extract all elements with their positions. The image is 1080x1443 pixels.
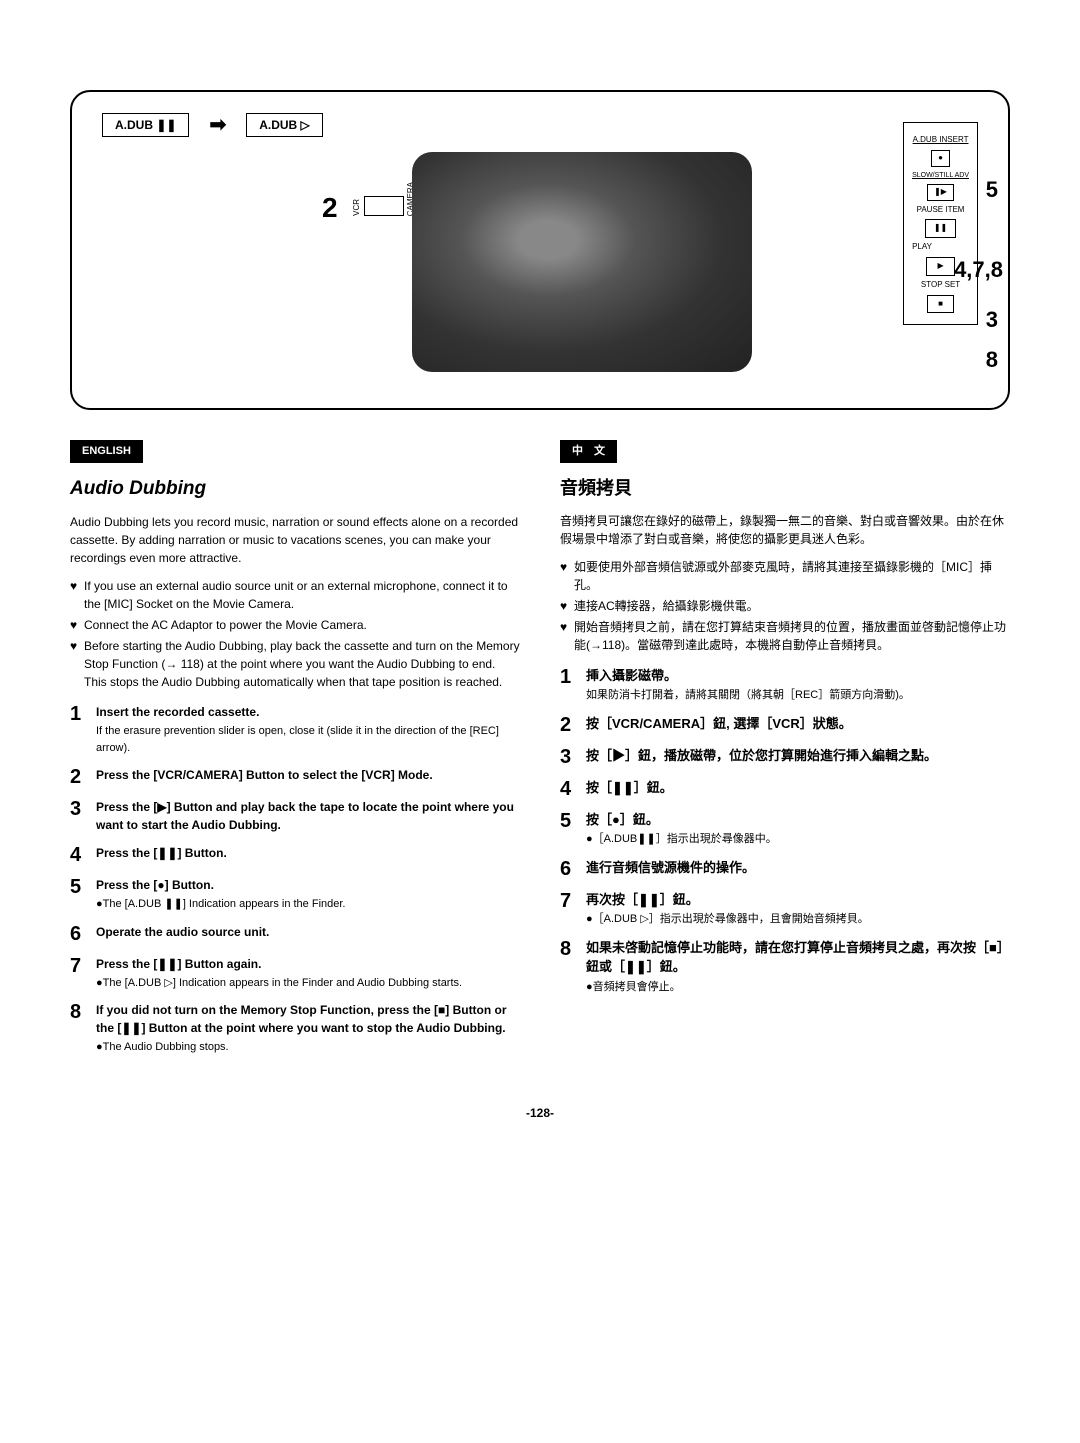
- bullet-marker: ♥: [560, 618, 574, 654]
- step-num: 5: [70, 876, 96, 913]
- panel-pause-item: PAUSE ITEM: [912, 204, 969, 217]
- panel-adub-insert: A.DUB INSERT: [912, 134, 969, 147]
- switch-vcr-label: VCR: [352, 199, 361, 216]
- en-step-8-title: If you did not turn on the Memory Stop F…: [96, 1001, 520, 1037]
- chinese-bullet-1: 如要使用外部音頻信號源或外部麥克風時，請將其連接至攝錄影機的［MIC］挿孔。: [574, 558, 1010, 594]
- cn-step-3-title: 按［▶］鈕，播放磁帶，位於您打算開始進行挿入編輯之點。: [586, 746, 1010, 766]
- bullet-marker: ♥: [70, 577, 84, 613]
- bullet-marker: ♥: [70, 616, 84, 634]
- cn-step-1-sub: 如果防消卡打開着，請將其關閉（將其朝［REC］箭頭方向滑動)。: [586, 687, 1010, 704]
- chinese-bullet-3: 開始音頻拷貝之前，請在您打算結束音頻拷貝的位置，播放畫面並啓動記憶停止功能(→1…: [574, 618, 1010, 654]
- en-step-1-sub: If the erasure prevention slider is open…: [96, 723, 520, 756]
- en-step-5-sub: ●The [A.DUB ❚❚] Indication appears in th…: [96, 896, 520, 913]
- panel-pause-btn: ❚❚: [925, 219, 956, 238]
- step-num: 7: [70, 955, 96, 992]
- chinese-steps: 1挿入攝影磁帶。如果防消卡打開着，請將其關閉（將其朝［REC］箭頭方向滑動)。 …: [560, 666, 1010, 996]
- en-step-1-title: Insert the recorded cassette.: [96, 703, 520, 721]
- switch-track: [364, 196, 404, 216]
- english-title: Audio Dubbing: [70, 475, 520, 504]
- callout-5: 5: [986, 177, 998, 203]
- chinese-badge: 中 文: [560, 440, 617, 463]
- remote-panel: A.DUB INSERT ● SLOW/STILL ADV ❚▶ PAUSE I…: [903, 122, 978, 325]
- english-bullet-3: Before starting the Audio Dubbing, play …: [84, 637, 520, 691]
- content-columns: ENGLISH Audio Dubbing Audio Dubbing lets…: [70, 440, 1010, 1066]
- adub-play-label: A.DUB ▷: [246, 113, 323, 137]
- cn-step-7-title: 再次按［❚❚］鈕。: [586, 890, 1010, 910]
- cn-step-1-title: 挿入攝影磁帶。: [586, 666, 1010, 686]
- en-step-4-title: Press the [❚❚] Button.: [96, 844, 520, 862]
- step-num: 5: [560, 810, 586, 848]
- en-step-2-title: Press the [VCR/CAMERA] Button to select …: [96, 766, 520, 784]
- cn-step-5-sub: ●［A.DUB❚❚］指示出現於尋像器中。: [586, 831, 1010, 848]
- step-num: 7: [560, 890, 586, 928]
- bullet-marker: ♥: [560, 558, 574, 594]
- step-num: 1: [560, 666, 586, 704]
- chinese-column: 中 文 音頻拷貝 音頻拷貝可讓您在錄好的磁帶上，錄製獨一無二的音樂、對白或音響效…: [560, 440, 1010, 1066]
- en-step-6-title: Operate the audio source unit.: [96, 923, 520, 941]
- step-num: 6: [560, 858, 586, 880]
- step-num: 2: [560, 714, 586, 736]
- chinese-title: 音頻拷貝: [560, 475, 1010, 502]
- vcr-camera-switch: VCR CAMERA: [352, 182, 415, 218]
- cn-step-4-title: 按［❚❚］鈕。: [586, 778, 1010, 798]
- step-num: 3: [70, 798, 96, 834]
- english-bullet-2: Connect the AC Adaptor to power the Movi…: [84, 616, 367, 634]
- step-num: 2: [70, 766, 96, 788]
- step-num: 4: [70, 844, 96, 866]
- callout-2: 2: [322, 192, 338, 224]
- panel-play-btn: ▶: [926, 257, 954, 276]
- cn-step-7-sub: ●［A.DUB ▷］指示出現於尋像器中，且會開始音頻拷貝。: [586, 911, 1010, 928]
- step-num: 3: [560, 746, 586, 768]
- step-num: 4: [560, 778, 586, 800]
- adub-pause-label: A.DUB ❚❚: [102, 113, 189, 137]
- callout-8: 8: [986, 347, 998, 373]
- chinese-bullets: ♥如要使用外部音頻信號源或外部麥克風時，請將其連接至攝錄影機的［MIC］挿孔。 …: [560, 558, 1010, 654]
- chinese-intro: 音頻拷貝可讓您在錄好的磁帶上，錄製獨一無二的音樂、對白或音響效果。由於在休假場景…: [560, 512, 1010, 548]
- english-badge: ENGLISH: [70, 440, 143, 463]
- step-num: 8: [560, 938, 586, 996]
- en-step-7-sub: ●The [A.DUB ▷] Indication appears in the…: [96, 975, 520, 992]
- english-bullets: ♥If you use an external audio source uni…: [70, 577, 520, 691]
- cn-step-8-title: 如果未啓動記憶停止功能時，請在您打算停止音頻拷貝之處，再次按［■］鈕或［❚❚］鈕…: [586, 938, 1010, 977]
- panel-record-btn: ●: [931, 150, 950, 167]
- bullet-marker: ♥: [70, 637, 84, 691]
- en-step-8-sub: ●The Audio Dubbing stops.: [96, 1039, 520, 1056]
- step-num: 6: [70, 923, 96, 945]
- callout-4-7-8: 4,7,8: [954, 257, 1003, 283]
- callout-3: 3: [986, 307, 998, 333]
- cn-step-8-sub: ●音頻拷貝會停止。: [586, 979, 1010, 996]
- en-step-7-title: Press the [❚❚] Button again.: [96, 955, 520, 973]
- step-num: 8: [70, 1001, 96, 1056]
- figure-frame: A.DUB ❚❚ ➡ A.DUB ▷ 2 VCR CAMERA A.DUB IN…: [70, 90, 1010, 410]
- panel-slow-still: SLOW/STILL ADV: [912, 170, 969, 181]
- bullet-marker: ♥: [560, 597, 574, 615]
- en-step-3-title: Press the [▶] Button and play back the t…: [96, 798, 520, 834]
- cn-step-2-title: 按［VCR/CAMERA］鈕, 選擇［VCR］狀態。: [586, 714, 1010, 734]
- chinese-bullet-2: 連接AC轉接器，給攝錄影機供電。: [574, 597, 759, 615]
- arrow-right: ➡: [209, 112, 226, 137]
- panel-stop-btn: ■: [927, 295, 954, 314]
- english-intro: Audio Dubbing lets you record music, nar…: [70, 513, 520, 567]
- english-bullet-1: If you use an external audio source unit…: [84, 577, 520, 613]
- cn-step-6-title: 進行音頻信號源機件的操作。: [586, 858, 1010, 878]
- en-step-5-title: Press the [●] Button.: [96, 876, 520, 894]
- step-num: 1: [70, 703, 96, 756]
- panel-slow-btn: ❚▶: [927, 184, 954, 201]
- page-number: -128-: [70, 1106, 1010, 1120]
- camera-illustration: [412, 152, 752, 372]
- english-steps: 1Insert the recorded cassette. If the era…: [70, 703, 520, 1056]
- panel-play-label: PLAY: [912, 241, 969, 254]
- figure-buttons: A.DUB ❚❚ ➡ A.DUB ▷: [102, 112, 978, 137]
- cn-step-5-title: 按［●］鈕。: [586, 810, 1010, 830]
- english-column: ENGLISH Audio Dubbing Audio Dubbing lets…: [70, 440, 520, 1066]
